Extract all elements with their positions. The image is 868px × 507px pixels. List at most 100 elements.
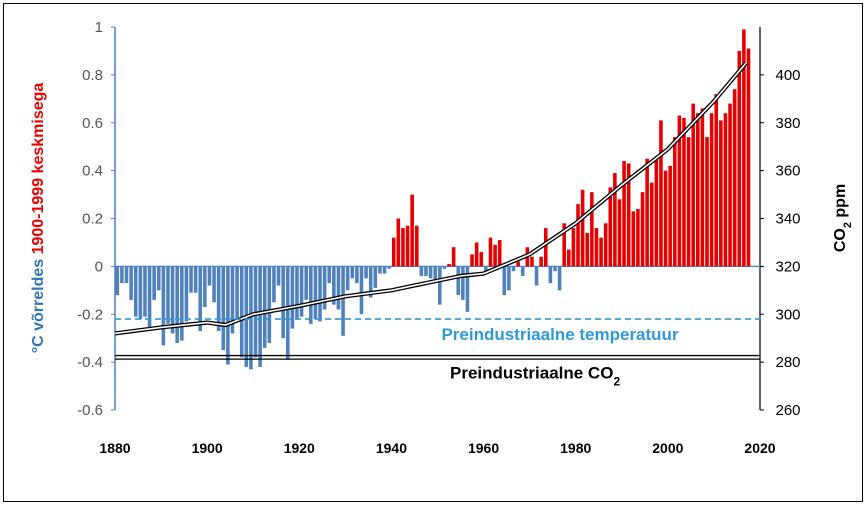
temperature-bar (216, 266, 221, 332)
temperature-bar (368, 266, 373, 298)
temperature-bar (396, 218, 401, 267)
temperature-bar (709, 113, 714, 267)
right-tick-label: 340 (775, 211, 800, 228)
temperature-bar (322, 266, 327, 310)
temperature-bar (364, 266, 368, 279)
temperature-bar (198, 266, 203, 332)
x-tick-label: 2000 (652, 440, 683, 456)
temperature-bar (677, 115, 682, 267)
temperature-bar (488, 237, 493, 267)
temperature-bar (497, 240, 502, 267)
temperature-bar (147, 266, 152, 329)
temperature-bar (258, 266, 262, 367)
temperature-bar (442, 266, 447, 269)
temperature-bar (336, 266, 341, 310)
left-tick-label: -0.4 (77, 354, 103, 371)
temperature-bar (345, 266, 350, 291)
temperature-bar (230, 266, 235, 334)
temperature-bar (355, 266, 359, 284)
temperature-bar (723, 113, 728, 267)
left-tick-label: -0.6 (77, 402, 103, 419)
chart-frame (3, 3, 863, 502)
temperature-bar (585, 232, 590, 267)
temperature-bar (728, 103, 732, 267)
temperature-bar (645, 158, 649, 267)
temperature-bar (742, 29, 746, 267)
left-axis-title: °C võrreldes 1900-1999 keskmisega (30, 83, 47, 354)
right-tick-label: 260 (775, 402, 800, 419)
temperature-bar (659, 120, 663, 267)
temperature-bar (732, 89, 737, 267)
temperature-bar (299, 266, 304, 317)
x-tick-label: 2020 (744, 440, 775, 456)
temperature-bar (175, 266, 179, 343)
temperature-bar (539, 256, 543, 267)
preindustrial-temperature-label: Preindustriaalne temperatuur (441, 325, 679, 344)
temperature-bar (631, 211, 636, 267)
temperature-bar (332, 266, 336, 305)
temperature-bar (193, 266, 198, 293)
temperature-bar (285, 266, 290, 360)
right-axis-title: CO2 ppm (832, 184, 854, 252)
temperature-bar (451, 247, 456, 267)
temperature-bar (382, 266, 387, 274)
temperature-bar (373, 266, 378, 288)
temperature-bar (295, 266, 299, 320)
right-tick-label: 380 (775, 115, 800, 132)
left-tick-label: -0.2 (77, 306, 103, 323)
temperature-bar (649, 182, 654, 267)
temperature-bar (543, 228, 548, 267)
temperature-bar (184, 266, 189, 322)
temperature-bar (553, 266, 557, 272)
temperature-bar (152, 266, 156, 300)
temperature-bar (405, 225, 410, 267)
temperature-bar (520, 266, 525, 276)
temperature-bar (465, 266, 470, 312)
temperature-bar (391, 237, 396, 267)
temperature-bar (387, 266, 391, 269)
x-tick-label: 1940 (376, 440, 407, 456)
temperature-bar (276, 266, 281, 286)
left-tick-label: 0.8 (82, 67, 103, 84)
temperature-bar (663, 170, 668, 267)
right-tick-label: 300 (775, 306, 800, 323)
temperature-bar (746, 48, 751, 267)
temperature-bar (562, 223, 566, 267)
left-tick-label: 0.2 (82, 211, 103, 228)
temperature-bar (691, 103, 695, 267)
temperature-bar (686, 137, 691, 267)
temperature-bar (479, 252, 484, 267)
temperature-bar (590, 192, 594, 267)
temperature-bar (682, 117, 686, 267)
temperature-bar (654, 156, 659, 267)
temperature-bar (502, 266, 507, 296)
temperature-bar (249, 266, 253, 370)
temperature-bar (696, 113, 700, 267)
left-tick-label: 0.4 (82, 163, 103, 180)
temperature-bar (516, 261, 520, 267)
temperature-bar (672, 137, 677, 267)
temperature-bar (290, 266, 295, 329)
temperature-bar (170, 266, 175, 334)
temperature-bar (603, 223, 608, 267)
temperature-bar (470, 254, 474, 267)
temperature-bar (207, 266, 212, 286)
x-tick-label: 1880 (99, 440, 130, 456)
right-tick-label: 400 (775, 67, 800, 84)
x-tick-label: 1980 (560, 440, 591, 456)
temperature-bar (668, 165, 672, 267)
temperature-bar (571, 228, 576, 267)
x-tick-label: 1960 (468, 440, 499, 456)
temperature-bar (576, 204, 580, 267)
temperature-bar (424, 266, 428, 276)
right-tick-label: 280 (775, 354, 800, 371)
temperature-bar (138, 266, 143, 320)
temperature-bar (507, 266, 511, 291)
temperature-bar (272, 266, 276, 303)
temperature-bar (700, 108, 705, 267)
temperature-bar (327, 266, 332, 284)
temperature-bar (189, 266, 193, 293)
temperature-bar (262, 266, 267, 348)
temperature-bar (267, 266, 272, 343)
